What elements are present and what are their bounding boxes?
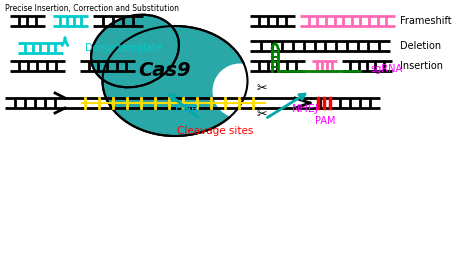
Text: ✂: ✂ [257, 107, 267, 120]
Text: Precise Insertion, Correction and Substitution: Precise Insertion, Correction and Substi… [5, 5, 179, 14]
Ellipse shape [212, 64, 267, 118]
Ellipse shape [102, 26, 247, 136]
Text: NHEJ: NHEJ [292, 104, 319, 114]
Text: Cas9: Cas9 [139, 61, 191, 81]
Text: sgRNA: sgRNA [370, 64, 402, 74]
Text: Cleavage sites: Cleavage sites [177, 126, 253, 136]
Ellipse shape [91, 15, 179, 87]
Text: PAM: PAM [315, 116, 335, 126]
Text: Insertion: Insertion [400, 61, 443, 71]
Text: Frameshift: Frameshift [400, 16, 452, 26]
Text: Deletion: Deletion [400, 41, 441, 51]
Text: HDR: HDR [175, 104, 199, 114]
Text: Donor template: Donor template [85, 43, 162, 53]
Text: ✂: ✂ [257, 81, 267, 94]
